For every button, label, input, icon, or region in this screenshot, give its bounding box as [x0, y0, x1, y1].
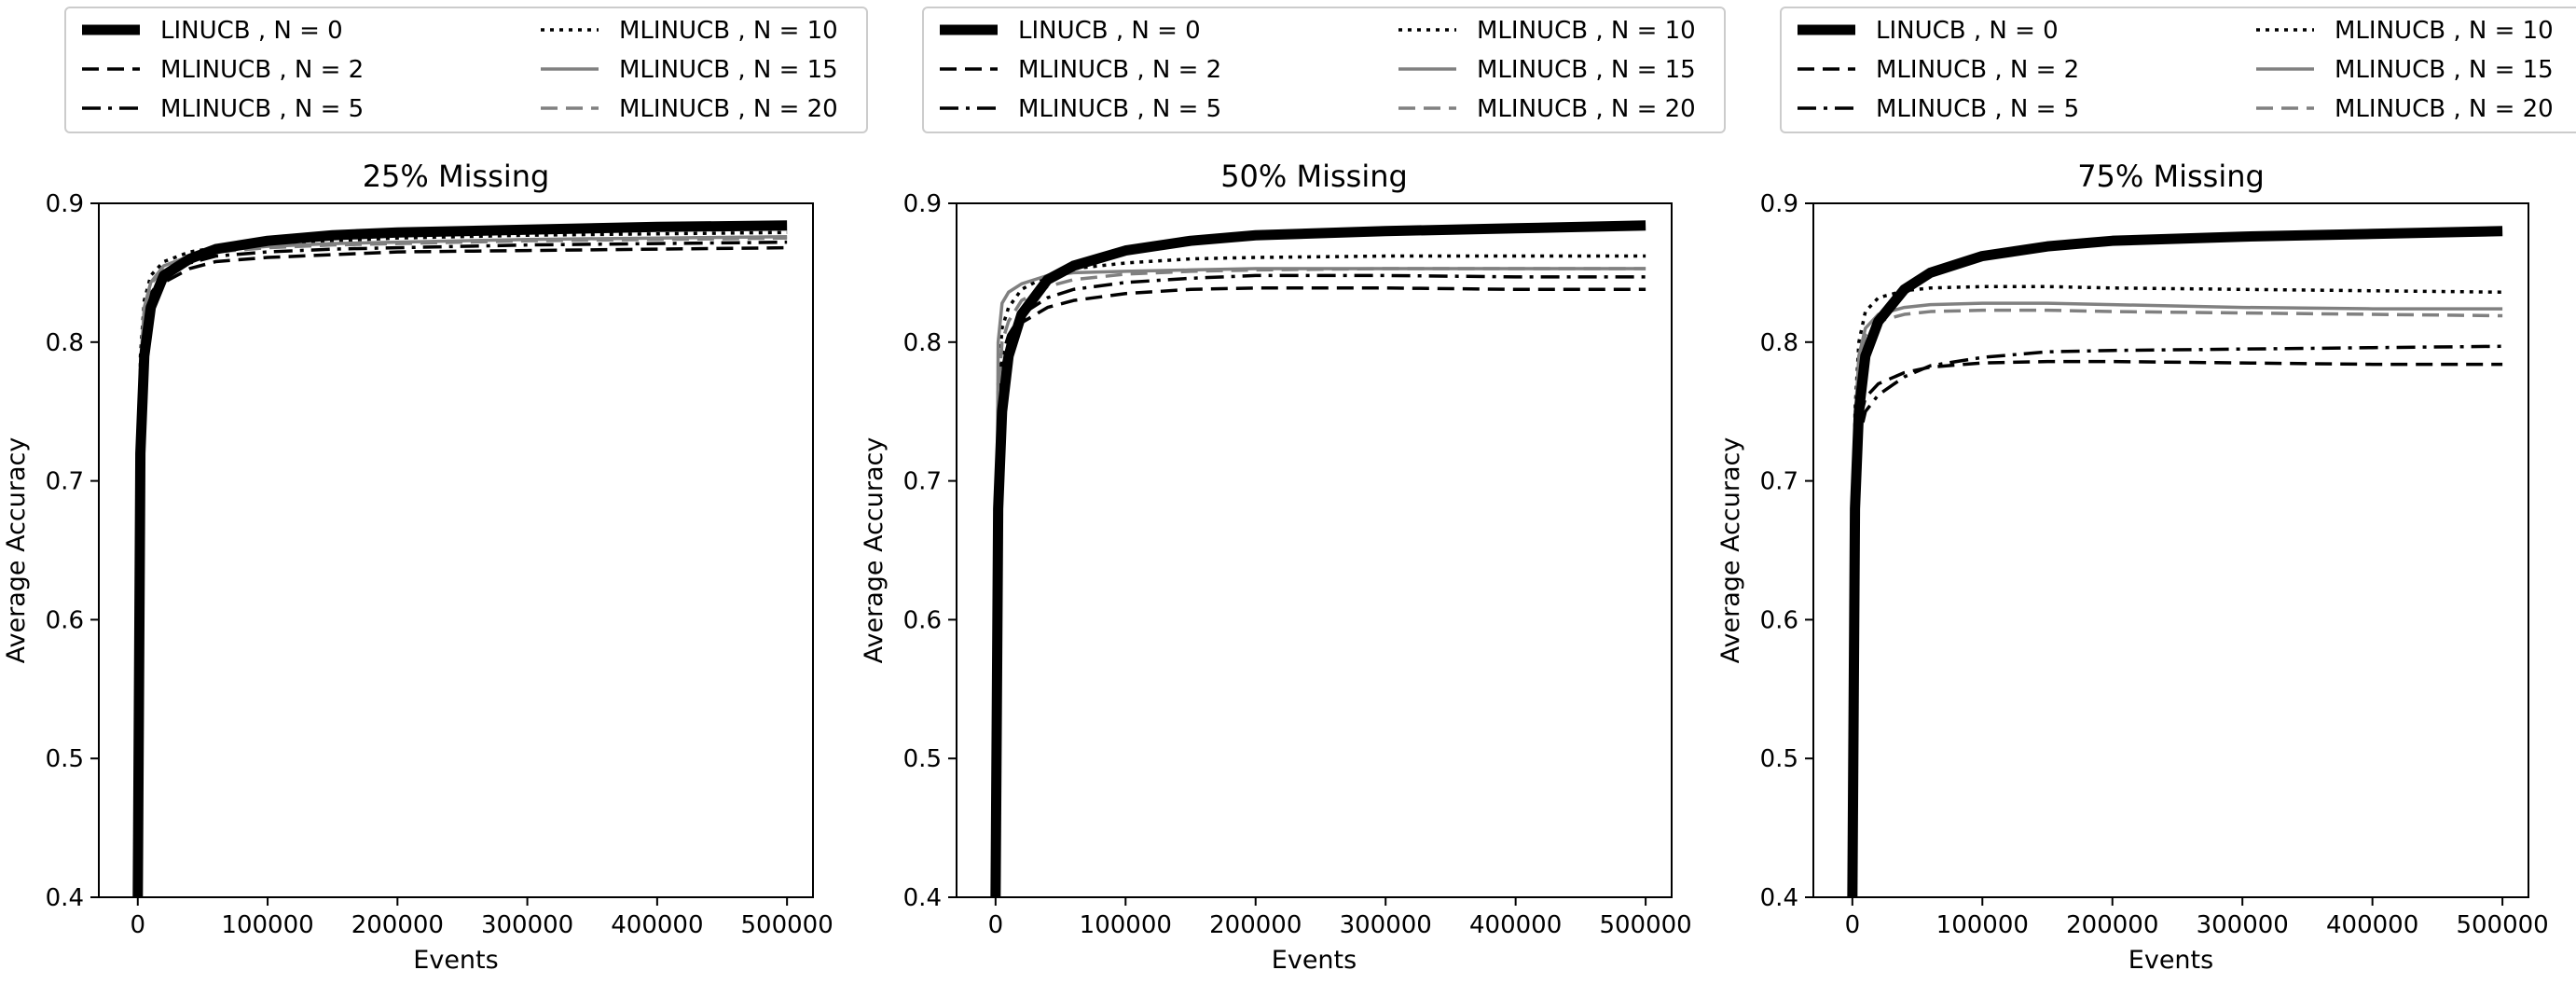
series-line-5 — [136, 234, 788, 759]
y-tick-label: 0.5 — [903, 745, 942, 773]
legend-label-1: LINUCB , N = 0 — [160, 17, 343, 45]
y-tick-label: 0.8 — [46, 329, 84, 357]
x-tick-label: 100000 — [1936, 911, 2029, 939]
y-tick-label: 0.9 — [1760, 190, 1798, 218]
y-tick-label: 0.5 — [1760, 745, 1798, 773]
legend: LINUCB , N = 0 MLINUCB , N = 2 MLINUCB , N… — [64, 7, 868, 133]
y-tick-label: 0.7 — [1760, 468, 1798, 496]
y-tick-label: 0.6 — [903, 606, 942, 634]
y-tick-label: 0.9 — [903, 190, 942, 218]
legend-label-5: MLINUCB , N = 15 — [2335, 56, 2554, 84]
y-tick-label: 0.7 — [46, 468, 84, 496]
x-tick-label: 100000 — [221, 911, 313, 939]
x-tick-label: 500000 — [2456, 911, 2548, 939]
series-line-2 — [136, 245, 788, 828]
chart-title: 25% Missing — [363, 159, 550, 194]
legend-label-3: MLINUCB , N = 5 — [1018, 95, 1221, 123]
legend-label-6: MLINUCB , N = 20 — [619, 95, 838, 123]
x-tick-label: 0 — [988, 911, 1004, 939]
plot-frame — [956, 202, 1673, 898]
x-tick-label: 0 — [1845, 911, 1861, 939]
series-line-6 — [1851, 308, 2503, 828]
series-line-5 — [994, 267, 1646, 759]
chart-panel-2: 0.4 0.5 0.6 0.7 0.8 0.9 0 100000 200000 300000 400… — [860, 7, 1726, 975]
series-line-3 — [994, 273, 1646, 828]
chart-panel-3: 0.4 0.5 0.6 0.7 0.8 0.9 0 100000 200000 300000 400… — [1716, 7, 2576, 975]
series-line-3 — [136, 240, 788, 828]
x-tick-label: 200000 — [1209, 911, 1302, 939]
y-tick-label: 0.5 — [46, 745, 84, 773]
x-tick-label: 300000 — [481, 911, 573, 939]
legend-label-4: MLINUCB , N = 10 — [2335, 17, 2554, 45]
series-line-2 — [1851, 359, 2503, 870]
legend-label-5: MLINUCB , N = 15 — [619, 56, 838, 84]
y-axis-label: Average Accuracy — [860, 437, 889, 664]
legend-label-4: MLINUCB , N = 10 — [1477, 17, 1696, 45]
legend-label-1: LINUCB , N = 0 — [1018, 17, 1201, 45]
plot-frame — [1812, 202, 2529, 898]
legend: LINUCB , N = 0 MLINUCB , N = 2 MLINUCB , N… — [1780, 7, 2576, 133]
legend-box — [1780, 7, 2576, 133]
x-tick-label: 400000 — [611, 911, 703, 939]
legend: LINUCB , N = 0 MLINUCB , N = 2 MLINUCB , N… — [922, 7, 1726, 133]
y-tick-label: 0.4 — [46, 884, 84, 912]
y-tick-label: 0.8 — [1760, 329, 1798, 357]
legend-label-6: MLINUCB , N = 20 — [2335, 95, 2554, 123]
x-axis-label: Events — [1272, 946, 1357, 975]
x-tick-label: 300000 — [2197, 911, 2289, 939]
y-tick-label: 0.6 — [46, 606, 84, 634]
x-tick-label: 200000 — [351, 911, 444, 939]
series-line-6 — [994, 267, 1646, 786]
plot-frame — [98, 202, 814, 898]
x-tick-label: 500000 — [741, 911, 833, 939]
x-tick-label: 200000 — [2066, 911, 2158, 939]
legend-label-2: MLINUCB , N = 2 — [1876, 56, 2079, 84]
chart-panel-1: 0.4 0.5 0.6 0.7 0.8 0.9 0 100000 200000 300000 400… — [2, 7, 868, 975]
chart-title: 50% Missing — [1220, 159, 1408, 194]
x-tick-label: 0 — [131, 911, 146, 939]
legend-label-3: MLINUCB , N = 5 — [1876, 95, 2079, 123]
x-tick-label: 100000 — [1080, 911, 1172, 939]
series-line-4 — [994, 254, 1646, 786]
x-tick-label: 500000 — [1599, 911, 1691, 939]
y-tick-label: 0.9 — [46, 190, 84, 218]
series-line-2 — [994, 286, 1646, 828]
y-tick-label: 0.7 — [903, 468, 942, 496]
legend-label-5: MLINUCB , N = 15 — [1477, 56, 1696, 84]
legend-label-2: MLINUCB , N = 2 — [160, 56, 364, 84]
legend-box — [64, 7, 868, 133]
y-axis-label: Average Accuracy — [1716, 437, 1745, 664]
y-tick-label: 0.8 — [903, 329, 942, 357]
legend-label-1: LINUCB , N = 0 — [1876, 17, 2059, 45]
series-line-1 — [990, 220, 1646, 897]
series-line-5 — [1851, 301, 2503, 828]
legend-label-6: MLINUCB , N = 20 — [1477, 95, 1696, 123]
series-line-6 — [136, 236, 788, 759]
legend-label-2: MLINUCB , N = 2 — [1018, 56, 1221, 84]
series-line-1 — [132, 220, 788, 897]
x-axis-label: Events — [2128, 946, 2213, 975]
legend-label-4: MLINUCB , N = 10 — [619, 17, 838, 45]
x-axis-label: Events — [413, 946, 498, 975]
y-tick-label: 0.4 — [1760, 884, 1798, 912]
x-tick-label: 400000 — [2326, 911, 2418, 939]
series-line-4 — [136, 230, 788, 759]
x-tick-label: 300000 — [1340, 911, 1432, 939]
y-axis-label: Average Accuracy — [2, 437, 31, 664]
series-line-4 — [1851, 284, 2503, 828]
y-tick-label: 0.4 — [903, 884, 942, 912]
y-tick-label: 0.6 — [1760, 606, 1798, 634]
legend-label-3: MLINUCB , N = 5 — [160, 95, 364, 123]
chart-title: 75% Missing — [2077, 159, 2265, 194]
series-line-1 — [1847, 226, 2503, 897]
series-line-3 — [1851, 344, 2503, 870]
legend-box — [922, 7, 1726, 133]
x-tick-label: 400000 — [1469, 911, 1562, 939]
